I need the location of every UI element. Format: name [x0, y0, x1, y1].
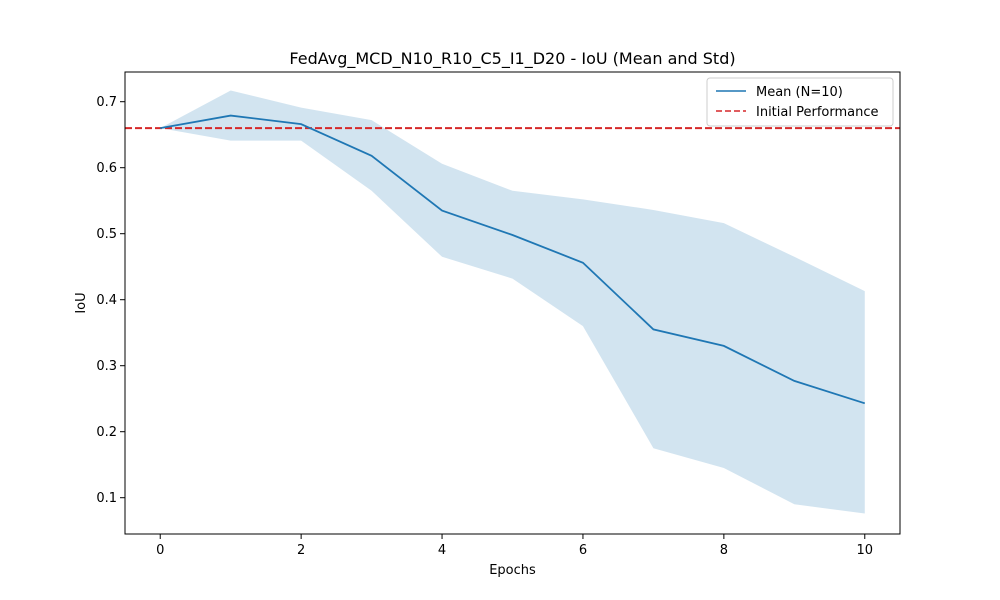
plot-content [125, 90, 900, 514]
std-band [160, 90, 865, 514]
x-tick-label: 10 [856, 543, 873, 558]
y-tick-label: 0.6 [96, 161, 117, 176]
std-band-layer [160, 90, 865, 514]
x-axis-label: Epochs [489, 563, 536, 578]
y-tick-label: 0.7 [96, 95, 117, 110]
plot-frame [124, 71, 901, 535]
legend-label-mean: Mean (N=10) [756, 85, 843, 100]
legend-box [706, 77, 894, 127]
y-tick-label: 0.5 [96, 227, 117, 242]
x-tick-label: 4 [438, 543, 446, 558]
x-tick-label: 6 [579, 543, 587, 558]
x-axis-ticks: 0 2 4 6 8 10 [156, 534, 873, 558]
y-tick-label: 0.1 [96, 491, 117, 506]
legend-label-initial-performance: Initial Performance [756, 105, 878, 120]
legend: Mean (N=10) Initial Performance [706, 77, 894, 127]
mean-line-layer [160, 114, 866, 405]
y-tick-label: 0.2 [96, 425, 117, 440]
y-tick-label: 0.4 [96, 293, 117, 308]
x-tick-label: 8 [720, 543, 728, 558]
y-tick-label: 0.3 [96, 359, 117, 374]
x-tick-label: 0 [156, 543, 164, 558]
y-axis-label: IoU [74, 292, 89, 313]
y-axis-ticks: 0.1 0.2 0.3 0.4 0.5 0.6 0.7 [96, 95, 125, 506]
x-tick-label: 2 [297, 543, 305, 558]
chart-title: FedAvg_MCD_N10_R10_C5_I1_D20 - IoU (Mean… [289, 49, 735, 69]
